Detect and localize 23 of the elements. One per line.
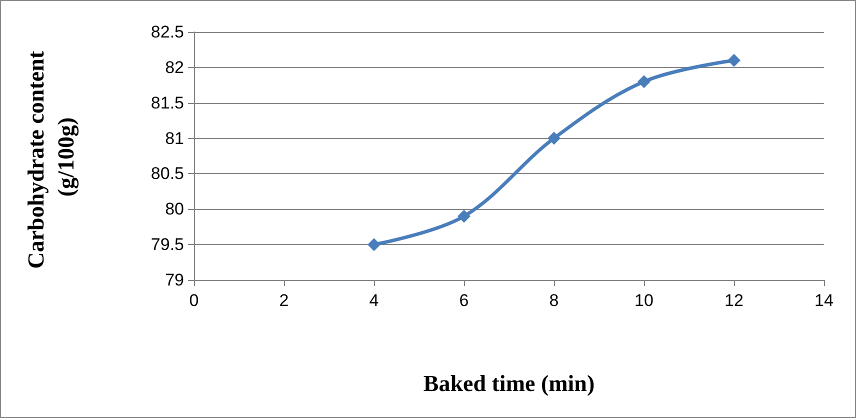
x-tick-label: 2 xyxy=(279,291,289,310)
y-tick-label: 80 xyxy=(165,200,184,219)
x-tick-label: 12 xyxy=(724,291,744,310)
x-tick-label: 14 xyxy=(814,291,834,310)
x-tick-label: 0 xyxy=(189,291,199,310)
point xyxy=(368,238,380,252)
y-tick-label: 80.5 xyxy=(150,164,184,184)
y-tick-label: 81 xyxy=(165,128,184,148)
point xyxy=(638,75,650,88)
y-tick-label: 79 xyxy=(165,270,184,290)
y-tick-label: 81.5 xyxy=(150,93,184,112)
y-tick-label: 82.5 xyxy=(150,22,184,42)
x-tick-label: 10 xyxy=(634,291,654,310)
x-tick-label: 8 xyxy=(549,291,559,310)
x-axis-title: Baked time (min) xyxy=(423,371,595,396)
point xyxy=(458,210,470,223)
point xyxy=(548,132,560,145)
y-tick-label: 82 xyxy=(165,58,184,77)
y-tick-label: 79.5 xyxy=(150,235,184,254)
x-tick-label: 6 xyxy=(459,291,469,310)
y-axis-title: Carbohydrate content (g/100g) xyxy=(24,45,80,269)
point xyxy=(728,54,740,67)
x-tick-label: 4 xyxy=(369,291,379,310)
